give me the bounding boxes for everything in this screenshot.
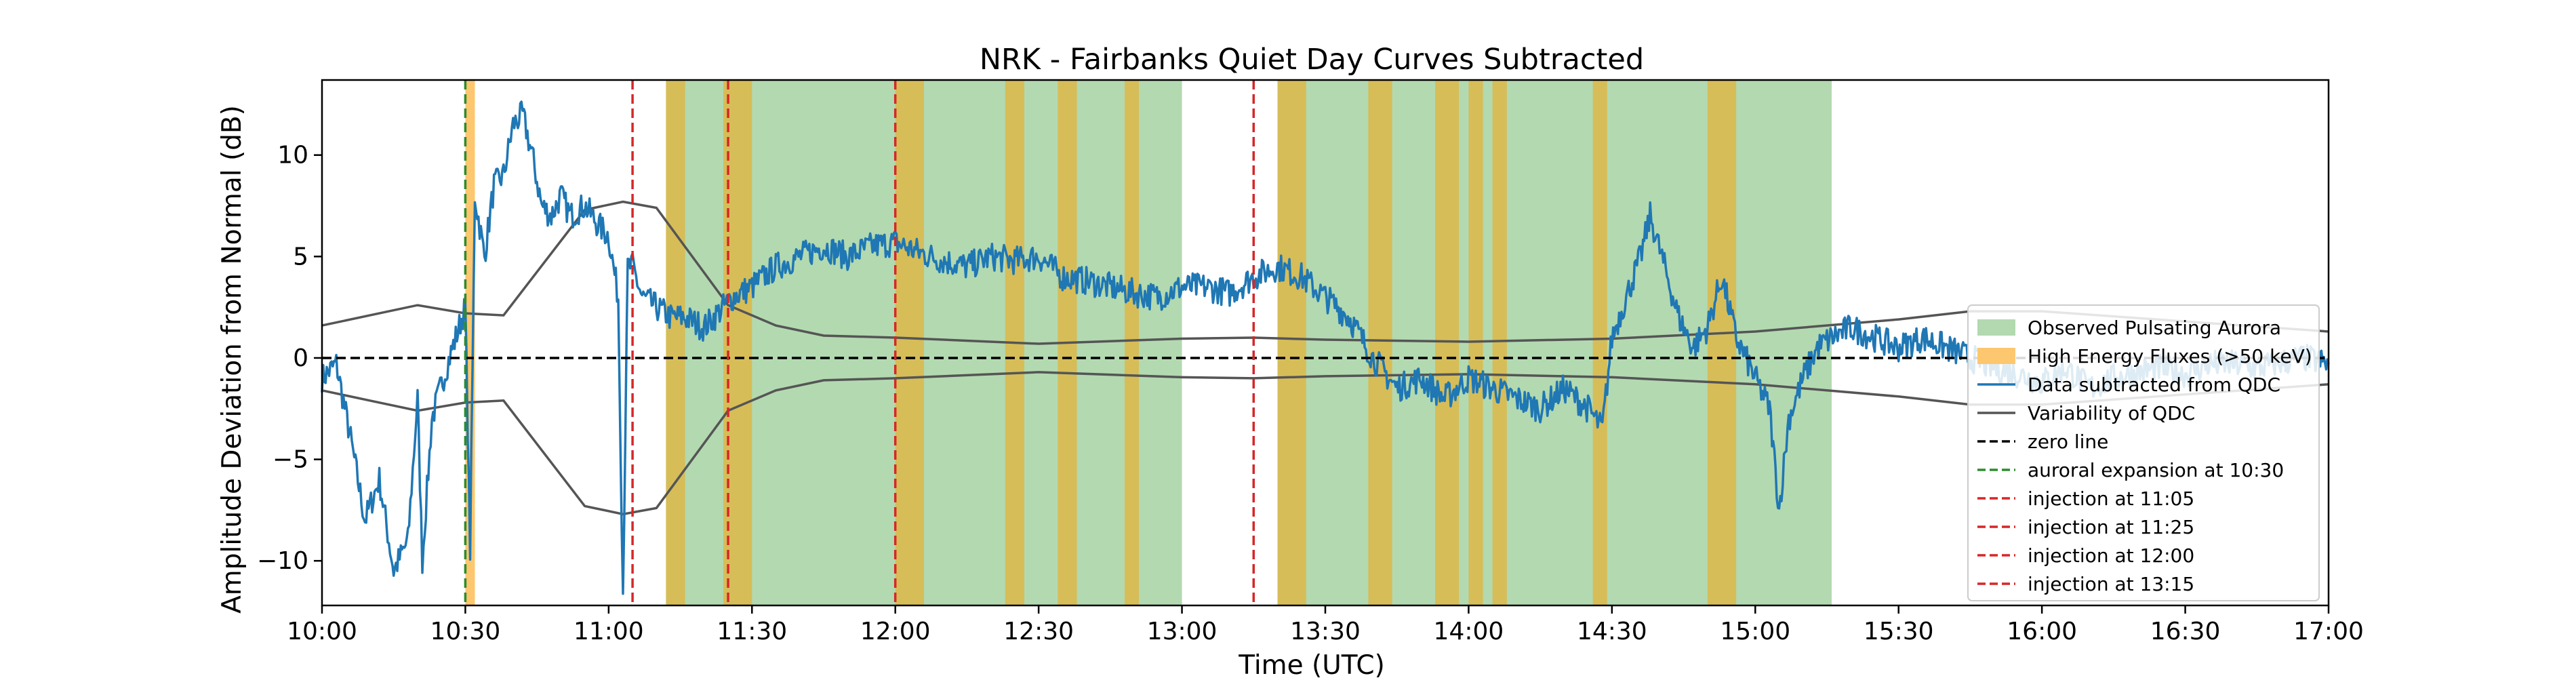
legend-label: injection at 12:00 — [2028, 544, 2194, 567]
legend-box — [1967, 304, 2320, 601]
x-tick-label: 13:30 — [1290, 618, 1361, 645]
legend-label: Observed Pulsating Aurora — [2028, 317, 2281, 339]
legend-label: injection at 13:15 — [2028, 573, 2194, 595]
legend: Observed Pulsating Aurora High Energy Flu… — [1967, 304, 2320, 601]
x-tick-label: 16:00 — [2007, 618, 2077, 645]
x-tick-label: 15:00 — [1720, 618, 1790, 645]
pulsating-band-1 — [1277, 80, 1832, 605]
high-energy-band-8 — [1368, 80, 1392, 605]
high-energy-band-13 — [1707, 80, 1737, 605]
legend-label: Data subtracted from QDC — [2028, 374, 2280, 396]
high-energy-band-9 — [1435, 80, 1460, 605]
y-axis-label: Amplitude Deviation from Normal (dB) — [217, 105, 247, 614]
x-tick-label: 12:30 — [1003, 618, 1074, 645]
x-tick-label: 10:30 — [430, 618, 501, 645]
y-tick-label: 0 — [293, 344, 308, 372]
x-tick-label: 14:30 — [1577, 618, 1647, 645]
qdc-lower-line — [321, 371, 2329, 516]
high-energy-band-3 — [895, 80, 924, 605]
x-tick-label: 11:00 — [573, 618, 644, 645]
qdc-upper-line — [321, 200, 2329, 345]
legend-label: High Energy Fluxes (>50 keV) — [2028, 345, 2312, 367]
x-tick-label: 17:00 — [2293, 618, 2364, 645]
x-tick-label: 11:30 — [717, 618, 787, 645]
shaded-bands — [465, 80, 1832, 605]
high-energy-band-1 — [666, 80, 685, 605]
legend-swatch-high_energy — [1977, 348, 2015, 364]
y-tick-label: −10 — [257, 547, 308, 575]
high-energy-band-12 — [1592, 80, 1607, 605]
x-axis-label: Time (UTC) — [1238, 650, 1385, 678]
legend-label: injection at 11:05 — [2028, 487, 2194, 510]
axes: 10:00 10:30 11:00 11:30 12:00 12:30 13:00 13:30… — [257, 79, 2364, 645]
x-tick-label: 10:00 — [287, 618, 357, 645]
legend-label: Variability of QDC — [2028, 402, 2195, 424]
high-energy-band-7 — [1277, 80, 1306, 605]
legend-label: injection at 11:25 — [2028, 516, 2194, 538]
x-tick-label: 14:00 — [1434, 618, 1504, 645]
high-energy-band-11 — [1492, 80, 1507, 605]
x-tick-label: 16:30 — [2150, 618, 2221, 645]
legend-label: zero line — [2028, 431, 2108, 453]
x-tick-label: 13:00 — [1147, 618, 1217, 645]
qdc-variability-lines — [321, 200, 2329, 516]
x-tick-label: 15:30 — [1864, 618, 1934, 645]
y-tick-label: 10 — [277, 142, 308, 170]
chart-title: NRK - Fairbanks Quiet Day Curves Subtrac… — [980, 43, 1644, 77]
y-tick-label: −5 — [273, 446, 308, 474]
x-tick-label: 12:00 — [860, 618, 931, 645]
legend-label: auroral expansion at 10:30 — [2028, 459, 2284, 481]
high-energy-band-6 — [1125, 80, 1140, 605]
y-tick-label: 5 — [293, 243, 308, 271]
legend-swatch-pulsating — [1977, 319, 2015, 336]
